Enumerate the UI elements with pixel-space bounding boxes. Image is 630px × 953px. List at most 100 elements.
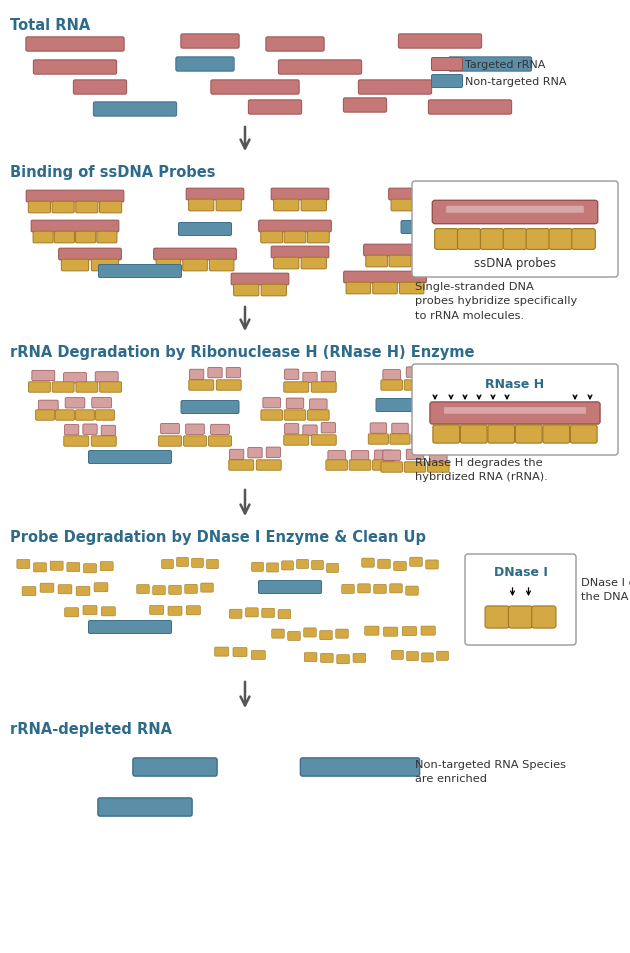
FancyBboxPatch shape	[321, 372, 336, 382]
FancyBboxPatch shape	[343, 272, 427, 284]
FancyBboxPatch shape	[36, 411, 54, 421]
FancyBboxPatch shape	[52, 382, 74, 393]
FancyBboxPatch shape	[133, 758, 217, 777]
FancyBboxPatch shape	[272, 629, 284, 639]
FancyBboxPatch shape	[383, 371, 401, 380]
FancyBboxPatch shape	[508, 606, 532, 628]
FancyBboxPatch shape	[101, 426, 115, 436]
FancyBboxPatch shape	[208, 368, 222, 378]
FancyBboxPatch shape	[183, 260, 207, 272]
FancyBboxPatch shape	[278, 61, 362, 75]
FancyBboxPatch shape	[210, 425, 229, 436]
FancyBboxPatch shape	[343, 99, 387, 113]
FancyBboxPatch shape	[515, 425, 542, 444]
FancyBboxPatch shape	[266, 563, 278, 573]
FancyBboxPatch shape	[64, 436, 89, 447]
FancyBboxPatch shape	[369, 435, 389, 445]
FancyBboxPatch shape	[374, 585, 386, 594]
FancyBboxPatch shape	[161, 559, 173, 569]
FancyBboxPatch shape	[398, 35, 482, 50]
FancyBboxPatch shape	[61, 260, 89, 272]
FancyBboxPatch shape	[259, 221, 331, 233]
FancyBboxPatch shape	[161, 424, 180, 435]
FancyBboxPatch shape	[38, 400, 58, 411]
FancyBboxPatch shape	[457, 230, 481, 250]
FancyBboxPatch shape	[181, 401, 239, 414]
FancyBboxPatch shape	[286, 398, 304, 409]
FancyBboxPatch shape	[449, 58, 532, 72]
FancyBboxPatch shape	[211, 81, 299, 95]
FancyBboxPatch shape	[307, 232, 329, 244]
FancyBboxPatch shape	[28, 382, 50, 393]
FancyBboxPatch shape	[91, 260, 118, 272]
FancyBboxPatch shape	[389, 189, 471, 201]
FancyBboxPatch shape	[430, 372, 447, 382]
FancyBboxPatch shape	[284, 232, 306, 244]
FancyBboxPatch shape	[399, 283, 424, 294]
FancyBboxPatch shape	[98, 265, 181, 278]
FancyBboxPatch shape	[88, 620, 171, 634]
FancyBboxPatch shape	[246, 608, 258, 618]
FancyBboxPatch shape	[226, 368, 241, 378]
FancyBboxPatch shape	[190, 370, 204, 380]
FancyBboxPatch shape	[52, 202, 74, 213]
FancyBboxPatch shape	[233, 648, 247, 657]
FancyBboxPatch shape	[229, 460, 254, 471]
FancyBboxPatch shape	[176, 558, 188, 567]
FancyBboxPatch shape	[256, 460, 281, 471]
FancyBboxPatch shape	[26, 191, 124, 203]
FancyBboxPatch shape	[216, 200, 241, 212]
FancyBboxPatch shape	[84, 564, 96, 574]
FancyBboxPatch shape	[358, 81, 432, 95]
FancyBboxPatch shape	[178, 223, 231, 236]
FancyBboxPatch shape	[372, 460, 394, 471]
FancyBboxPatch shape	[154, 249, 236, 260]
FancyBboxPatch shape	[309, 399, 327, 410]
FancyBboxPatch shape	[570, 425, 597, 444]
FancyBboxPatch shape	[401, 221, 479, 234]
FancyBboxPatch shape	[261, 232, 283, 244]
FancyBboxPatch shape	[435, 230, 458, 250]
FancyBboxPatch shape	[83, 606, 97, 615]
FancyBboxPatch shape	[437, 652, 449, 660]
FancyBboxPatch shape	[248, 448, 262, 458]
FancyBboxPatch shape	[421, 653, 433, 662]
FancyBboxPatch shape	[375, 451, 392, 461]
FancyBboxPatch shape	[402, 627, 416, 636]
FancyBboxPatch shape	[358, 584, 370, 594]
FancyBboxPatch shape	[33, 563, 47, 573]
FancyBboxPatch shape	[446, 207, 584, 213]
FancyBboxPatch shape	[271, 189, 329, 201]
FancyBboxPatch shape	[349, 460, 371, 471]
FancyBboxPatch shape	[390, 584, 402, 594]
FancyBboxPatch shape	[64, 425, 79, 436]
FancyBboxPatch shape	[392, 651, 403, 659]
FancyBboxPatch shape	[353, 654, 365, 662]
FancyBboxPatch shape	[258, 581, 321, 594]
FancyBboxPatch shape	[373, 283, 398, 294]
FancyBboxPatch shape	[304, 628, 316, 638]
FancyBboxPatch shape	[54, 232, 74, 244]
FancyBboxPatch shape	[428, 380, 449, 391]
FancyBboxPatch shape	[406, 368, 424, 378]
FancyBboxPatch shape	[234, 285, 259, 296]
FancyBboxPatch shape	[40, 583, 54, 593]
FancyBboxPatch shape	[76, 411, 94, 421]
FancyBboxPatch shape	[465, 555, 576, 645]
Text: Total RNA: Total RNA	[10, 18, 90, 33]
FancyBboxPatch shape	[432, 201, 598, 225]
FancyBboxPatch shape	[94, 583, 108, 592]
FancyBboxPatch shape	[188, 200, 214, 212]
FancyBboxPatch shape	[285, 370, 299, 380]
FancyBboxPatch shape	[381, 380, 403, 391]
FancyBboxPatch shape	[321, 423, 336, 434]
FancyBboxPatch shape	[285, 424, 299, 435]
FancyBboxPatch shape	[392, 424, 408, 435]
FancyBboxPatch shape	[152, 586, 165, 595]
FancyBboxPatch shape	[32, 371, 55, 381]
FancyBboxPatch shape	[55, 411, 74, 421]
FancyBboxPatch shape	[389, 256, 411, 268]
FancyBboxPatch shape	[156, 260, 181, 272]
FancyBboxPatch shape	[428, 101, 512, 115]
FancyBboxPatch shape	[376, 399, 454, 412]
